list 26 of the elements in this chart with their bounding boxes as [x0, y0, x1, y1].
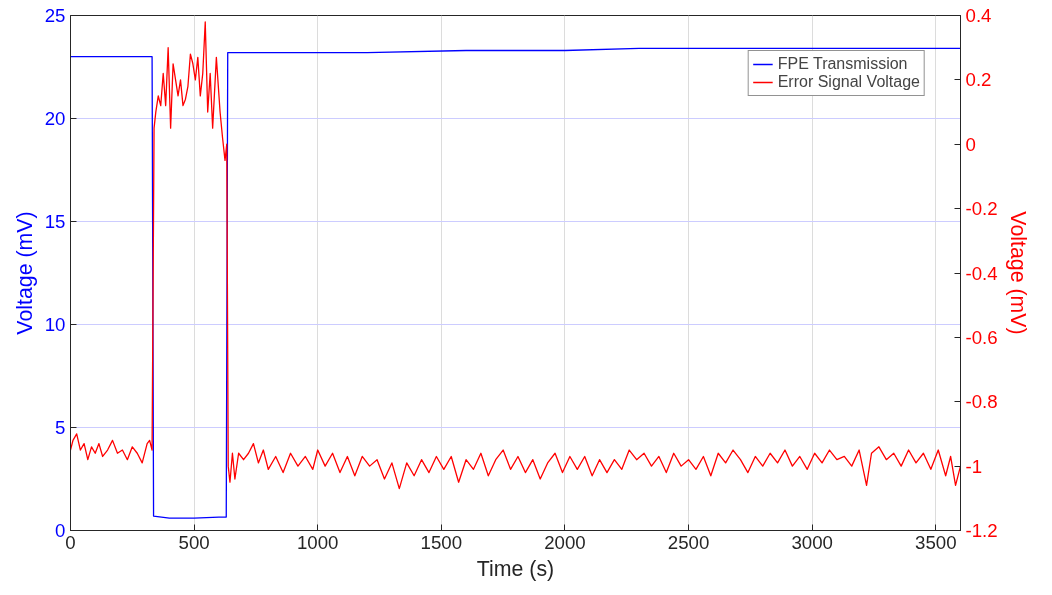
y-tick-label: 15	[44, 211, 66, 232]
y2-tick-label: -0.2	[965, 198, 998, 220]
y-tick-label: 20	[44, 108, 66, 129]
y-tick-label: 10	[44, 314, 66, 335]
legend-label: Error Signal Voltage	[777, 73, 920, 91]
x-tick-label: 1000	[296, 531, 339, 553]
x-tick-label: 1500	[420, 531, 463, 553]
y2-tick-label: -0.4	[965, 262, 998, 284]
y2-tick-label: -1.2	[965, 520, 998, 541]
y2-tick-label: 0.2	[965, 69, 992, 91]
y-tick-label: 5	[55, 417, 66, 438]
y2-tick-label: -0.6	[965, 326, 998, 348]
y2-tick-label: 0.4	[965, 5, 992, 26]
y2-tick-label: -1	[965, 455, 983, 477]
y-tick-label: 25	[44, 5, 66, 26]
y2-tick-label: -0.8	[965, 391, 998, 413]
x-tick-label: 2500	[667, 531, 710, 553]
x-tick-label: 2000	[544, 531, 586, 553]
x-tick-label: 3000	[791, 531, 833, 553]
legend-label: FPE Transmission	[777, 55, 908, 73]
x-tick-label: 500	[178, 531, 210, 553]
x-axis-title: Time (s)	[476, 556, 555, 581]
x-tick-label: 3500	[915, 531, 957, 553]
y2-tick-label: 0	[965, 133, 976, 155]
y-axis-title: Voltage (mV)	[12, 211, 37, 335]
y2-axis-title: Voltage (mV)	[1005, 211, 1030, 335]
